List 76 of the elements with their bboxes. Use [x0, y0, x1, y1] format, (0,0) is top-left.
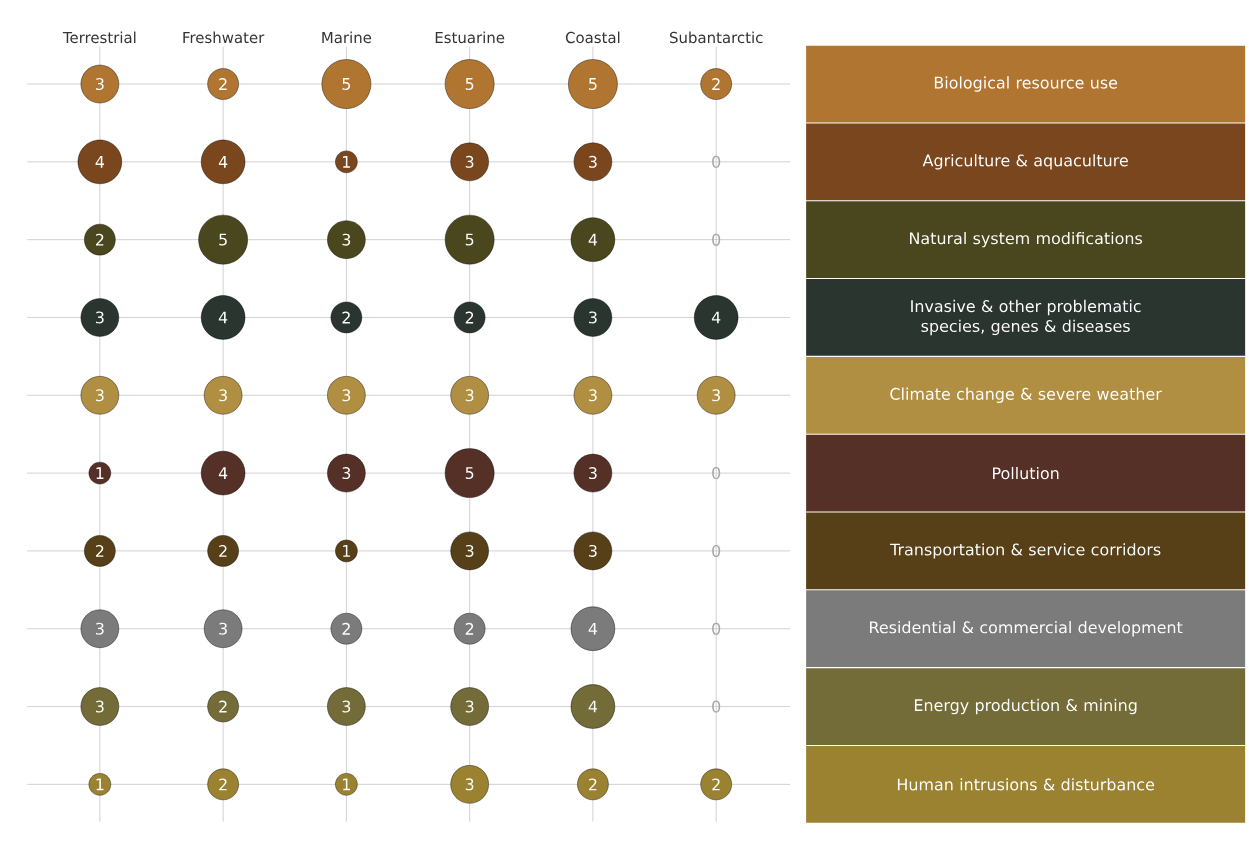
data-label: 4 [588, 700, 598, 713]
x-tick-label: Estuarine [435, 31, 505, 44]
data-label: 2 [465, 622, 474, 635]
data-label: 0 [712, 233, 721, 246]
data-label: 3 [589, 311, 597, 324]
y-tick-label: Agriculture & aquaculture [922, 154, 1128, 170]
data-label: 3 [589, 544, 597, 557]
data-label: 3 [96, 311, 104, 324]
data-label: 0 [712, 544, 721, 557]
data-label: 3 [219, 622, 227, 635]
y-tick-label: Climate change & severe weather [890, 387, 1162, 403]
y-tick-label: Invasive & other problematic species, genes & diseases [911, 299, 1141, 336]
data-label: 0 [712, 700, 721, 713]
data-label: 3 [465, 389, 474, 402]
x-tick-label: Subantarctic [669, 31, 763, 44]
data-label: 2 [219, 78, 227, 90]
data-label: 3 [465, 778, 474, 791]
y-tick-label: Human intrusions & disturbance [897, 778, 1155, 791]
x-tick-label: Freshwater [183, 31, 265, 44]
data-label: 4 [711, 311, 721, 324]
data-label: 5 [342, 78, 351, 90]
data-label: 2 [342, 622, 350, 635]
data-label: 3 [219, 389, 227, 402]
data-label: 0 [712, 155, 721, 168]
data-label: 3 [96, 622, 104, 635]
data-label: 2 [465, 311, 474, 324]
data-label: 4 [95, 156, 105, 168]
data-label: 5 [219, 233, 227, 246]
y-tick-label: Energy production & mining [914, 698, 1137, 715]
data-label: 3 [589, 467, 597, 480]
x-tick-label: Terrestrial [62, 31, 136, 44]
data-label: 4 [218, 156, 228, 168]
data-label: 3 [96, 700, 104, 713]
data-label: 2 [219, 778, 227, 791]
data-label: 5 [589, 78, 597, 90]
data-label: 2 [712, 778, 720, 791]
data-label: 2 [95, 545, 104, 557]
data-label: 3 [465, 155, 474, 168]
y-tick-label: Residential & commercial development [870, 621, 1183, 637]
data-label: 4 [588, 233, 598, 246]
data-label: 3 [96, 389, 104, 402]
x-tick-label: Coastal [565, 31, 620, 44]
data-label: 2 [589, 778, 597, 791]
data-label: 1 [343, 156, 350, 168]
data-label: 3 [465, 700, 474, 713]
y-tick-label: Natural system modifications [910, 231, 1143, 248]
data-label: 2 [342, 311, 350, 324]
data-label: 3 [342, 467, 351, 480]
data-label: 4 [218, 311, 228, 324]
data-label: 2 [219, 545, 227, 557]
data-label: 2 [219, 700, 227, 713]
data-label: 2 [95, 233, 104, 246]
data-label: 1 [96, 467, 104, 479]
x-tick-label: Marine [322, 31, 372, 44]
data-label: 3 [589, 155, 597, 168]
data-label: 3 [342, 700, 351, 713]
data-label: 4 [218, 467, 228, 479]
data-label: 0 [712, 467, 721, 480]
data-label: 1 [96, 778, 104, 791]
data-label: 5 [465, 467, 474, 480]
y-tick-label: Biological resource use [934, 76, 1118, 92]
data-label: 3 [465, 544, 474, 557]
data-label: 5 [465, 233, 474, 246]
data-label: 3 [589, 389, 597, 402]
data-label: 3 [342, 389, 351, 402]
y-tick-label: Pollution [993, 466, 1059, 480]
y-tick-label: Transportation & service corridors [890, 543, 1161, 559]
data-label: 1 [343, 545, 350, 557]
data-label: 5 [465, 78, 474, 90]
data-label: 2 [712, 78, 720, 90]
data-label: 4 [588, 622, 598, 635]
data-label: 3 [342, 233, 351, 246]
data-label: 0 [712, 622, 721, 635]
data-label: 1 [343, 778, 350, 791]
data-label: 3 [96, 78, 104, 91]
data-label: 3 [712, 389, 720, 402]
